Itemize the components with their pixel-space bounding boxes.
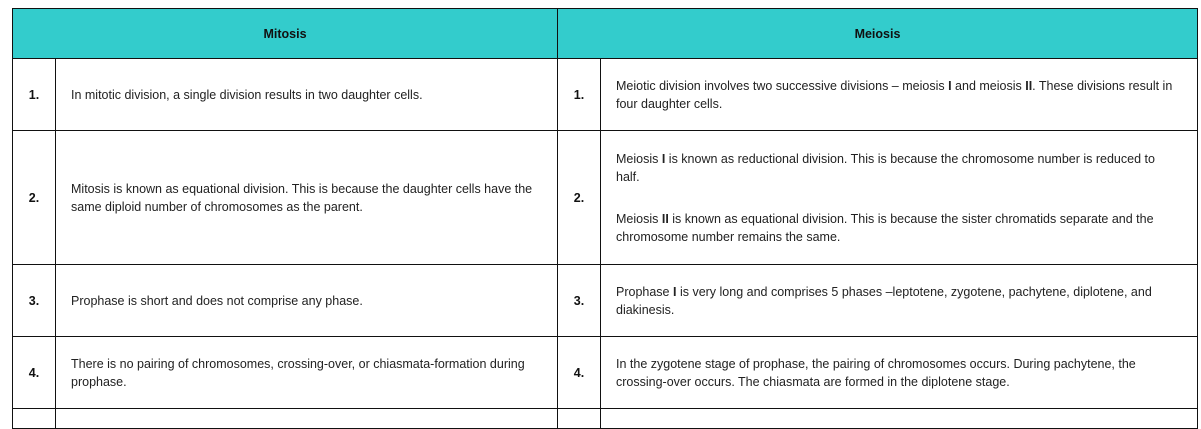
empty-cell xyxy=(55,408,558,429)
mitosis-cell: In mitotic division, a single division r… xyxy=(55,58,558,131)
mitosis-cell: Prophase is short and does not comprise … xyxy=(55,264,558,337)
header-row: Mitosis Meiosis xyxy=(12,8,1198,59)
text: Meiosis xyxy=(616,151,662,166)
text: II xyxy=(661,211,669,226)
empty-cell xyxy=(557,408,601,429)
text: I xyxy=(672,284,677,299)
paragraph: Meiosis I is known as reductional divisi… xyxy=(616,150,1182,186)
text: Meiotic division involves two successive… xyxy=(616,78,949,93)
text: . These divisions result in four daughte… xyxy=(616,78,1173,111)
text: is known as equational division. This is… xyxy=(616,211,1154,244)
table-row: 2. Mitosis is known as equational divisi… xyxy=(12,130,1198,265)
row-number: 3. xyxy=(12,264,56,337)
row-number: 2. xyxy=(557,130,601,265)
text: and meiosis xyxy=(951,78,1026,93)
text: I xyxy=(661,151,666,166)
table-row: 4. There is no pairing of chromosomes, c… xyxy=(12,336,1198,409)
mitosis-cell: There is no pairing of chromosomes, cros… xyxy=(55,336,558,409)
text: I xyxy=(948,78,952,93)
row-number: 2. xyxy=(12,130,56,265)
text: is known as reductional division. This i… xyxy=(616,151,1155,184)
table-row: 1. In mitotic division, a single divisio… xyxy=(12,58,1198,131)
table-row-partial xyxy=(12,408,1198,429)
empty-cell xyxy=(600,408,1198,429)
row-number: 1. xyxy=(12,58,56,131)
header-meiosis: Meiosis xyxy=(557,8,1198,59)
meiosis-cell: Prophase I is very long and comprises 5 … xyxy=(600,264,1198,337)
meiosis-cell: In the zygotene stage of prophase, the p… xyxy=(600,336,1198,409)
empty-cell xyxy=(12,408,56,429)
row-number: 4. xyxy=(12,336,56,409)
row-number: 1. xyxy=(557,58,601,131)
table-row: 3. Prophase is short and does not compri… xyxy=(12,264,1198,337)
paragraph: Meiosis II is known as equational divisi… xyxy=(616,210,1182,246)
text: Prophase xyxy=(616,284,673,299)
row-number: 4. xyxy=(557,336,601,409)
mitosis-meiosis-comparison-table: Mitosis Meiosis 1. In mitotic division, … xyxy=(12,8,1198,429)
meiosis-cell: Meiotic division involves two successive… xyxy=(600,58,1198,131)
text: is very long and comprises 5 phases –lep… xyxy=(616,284,1152,317)
text: II xyxy=(1025,78,1033,93)
header-mitosis: Mitosis xyxy=(12,8,558,59)
row-number: 3. xyxy=(557,264,601,337)
meiosis-cell: Meiosis I is known as reductional divisi… xyxy=(600,130,1198,265)
text: Meiosis xyxy=(616,211,662,226)
mitosis-cell: Mitosis is known as equational division.… xyxy=(55,130,558,265)
